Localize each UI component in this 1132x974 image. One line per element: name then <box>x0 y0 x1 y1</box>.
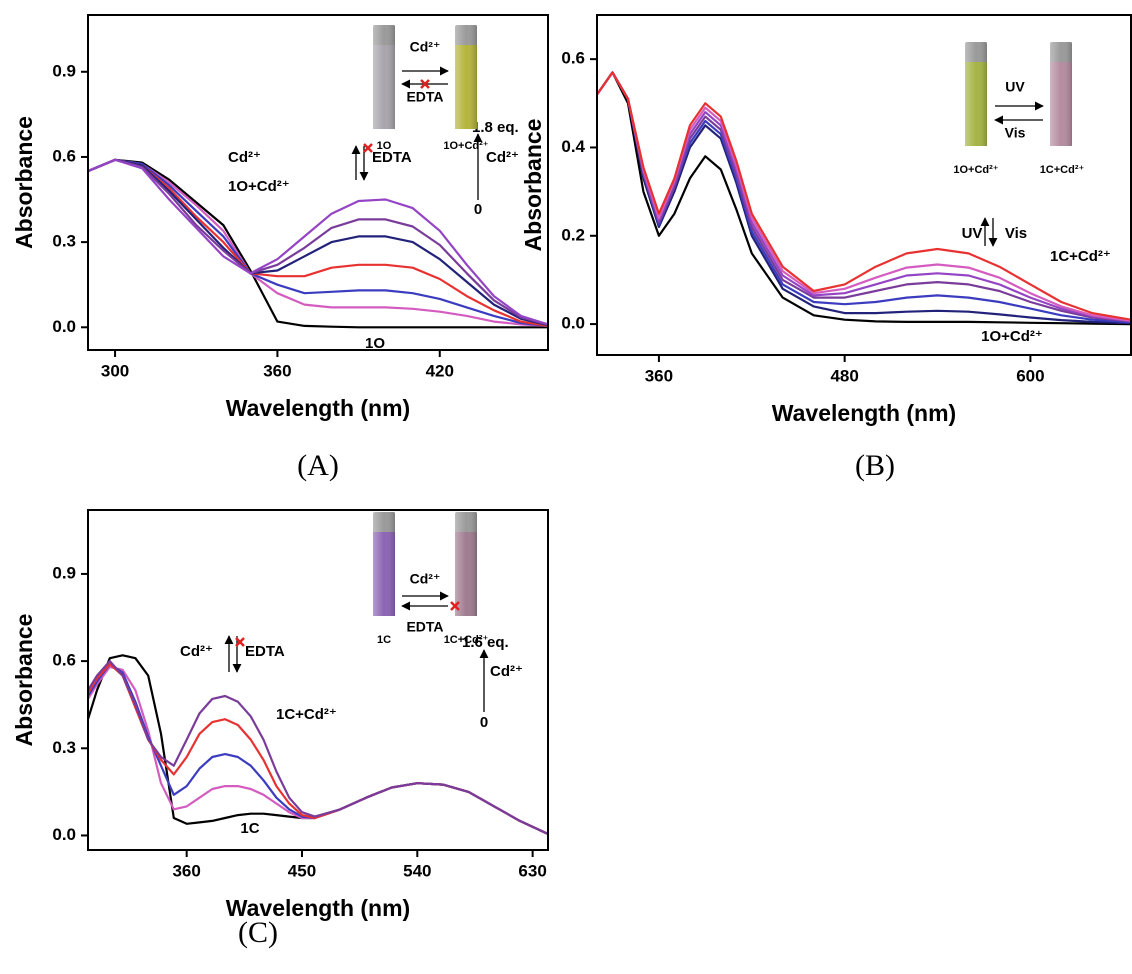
y-tick-label: 0.6 <box>561 49 585 68</box>
x-tick-label: 300 <box>101 361 129 380</box>
y-axis-label: Absorbance <box>11 116 37 249</box>
y-tick-label: 0.3 <box>52 232 76 251</box>
spectrum-line <box>597 71 1131 326</box>
x-tick-label: 450 <box>288 861 316 880</box>
spectrum-line <box>88 662 548 835</box>
annotation: UV <box>962 225 983 242</box>
panel-label: (A) <box>297 449 339 482</box>
plot-frame <box>596 14 1132 356</box>
x-tick-label: 420 <box>426 361 454 380</box>
y-axis-label: Absorbance <box>11 614 37 747</box>
y-tick-label: 0.2 <box>561 225 585 244</box>
spectrum-line <box>88 158 548 329</box>
annotation: 1C+Cd²⁺ <box>276 706 337 723</box>
inset-label: 1C+Cd²⁺ <box>444 634 489 646</box>
inset-label: 1C+Cd²⁺ <box>1040 164 1085 176</box>
x-axis-label: Wavelength (nm) <box>772 400 956 426</box>
y-tick-label: 0.0 <box>561 314 585 333</box>
cross-mark <box>363 143 373 153</box>
cross-mark <box>420 79 430 89</box>
plot-lines <box>88 158 548 329</box>
y-tick-label: 0.0 <box>52 825 76 844</box>
y-tick-label: 0.6 <box>52 651 76 670</box>
inset-label: 1O+Cd²⁺ <box>443 140 488 152</box>
annotation: 0 <box>480 714 488 731</box>
inset-label: Cd²⁺ <box>410 571 441 587</box>
panel-label: (C) <box>238 916 278 949</box>
annotation: 1.6 eq. <box>462 634 509 651</box>
x-tick-label: 360 <box>172 861 200 880</box>
annotation: EDTA <box>372 149 412 166</box>
spectrum-line <box>597 71 1131 322</box>
inset-label: 1O+Cd²⁺ <box>953 164 998 176</box>
x-axis-label: Wavelength (nm) <box>226 395 410 421</box>
spectrum-line <box>88 662 548 835</box>
x-tick-label: 600 <box>1016 366 1044 385</box>
inset-label: UV <box>1005 79 1025 95</box>
x-axis-label: Wavelength (nm) <box>226 895 410 921</box>
annotation: 1O+Cd²⁺ <box>228 178 290 195</box>
spectrum-line <box>88 654 548 835</box>
y-tick-label: 0.9 <box>52 563 76 582</box>
y-tick-label: 0.4 <box>561 137 585 156</box>
y-tick-label: 0.6 <box>52 146 76 165</box>
panel-label: (B) <box>855 449 895 482</box>
annotation: 1O+Cd²⁺ <box>981 328 1043 345</box>
vial-shine <box>455 25 477 129</box>
annotation: 0 <box>474 201 482 218</box>
vial-shine <box>455 512 477 616</box>
annotation: 1O <box>365 335 385 352</box>
spectrum-line <box>597 71 1131 321</box>
y-axis-label: Absorbance <box>520 119 546 252</box>
plot-lines <box>597 71 1131 326</box>
spectrum-line <box>88 158 548 326</box>
cross-mark <box>450 601 460 611</box>
vial-shine <box>373 25 395 129</box>
spectrum-line <box>88 158 548 327</box>
x-tick-label: 360 <box>645 366 673 385</box>
inset-label: EDTA <box>406 619 443 635</box>
annotation: Cd²⁺ <box>490 663 523 680</box>
vial-shine <box>965 42 987 146</box>
x-tick-label: 360 <box>263 361 291 380</box>
annotation: Vis <box>1005 225 1027 242</box>
x-tick-label: 540 <box>403 861 431 880</box>
spectrum-line <box>88 158 548 327</box>
annotation: 1C+Cd²⁺ <box>1050 248 1111 265</box>
annotation: Cd²⁺ <box>486 149 519 166</box>
annotation: Cd²⁺ <box>180 643 213 660</box>
spectrum-line <box>88 158 548 326</box>
x-tick-label: 480 <box>830 366 858 385</box>
inset-label: 1O <box>377 140 392 152</box>
vial-shine <box>373 512 395 616</box>
cross-mark <box>235 637 245 647</box>
inset-label: 1C <box>377 634 391 646</box>
spectrum-line <box>88 660 548 835</box>
plot-frame <box>87 14 549 351</box>
y-tick-label: 0.9 <box>52 61 76 80</box>
inset-label: EDTA <box>406 89 443 105</box>
vial-shine <box>1050 42 1072 146</box>
y-tick-label: 0.3 <box>52 738 76 757</box>
inset-label: Vis <box>1005 125 1026 141</box>
annotation: 1.8 eq. <box>472 119 519 136</box>
y-tick-label: 0.0 <box>52 317 76 336</box>
annotation: Cd²⁺ <box>228 149 261 166</box>
annotation: EDTA <box>245 643 285 660</box>
x-tick-label: 630 <box>518 861 546 880</box>
plot-lines <box>88 654 548 835</box>
spectrum-line <box>88 158 548 327</box>
annotation: 1C <box>240 820 259 837</box>
spectrum-line <box>88 158 548 327</box>
inset-label: Cd²⁺ <box>410 39 441 55</box>
plot-frame <box>87 509 549 851</box>
